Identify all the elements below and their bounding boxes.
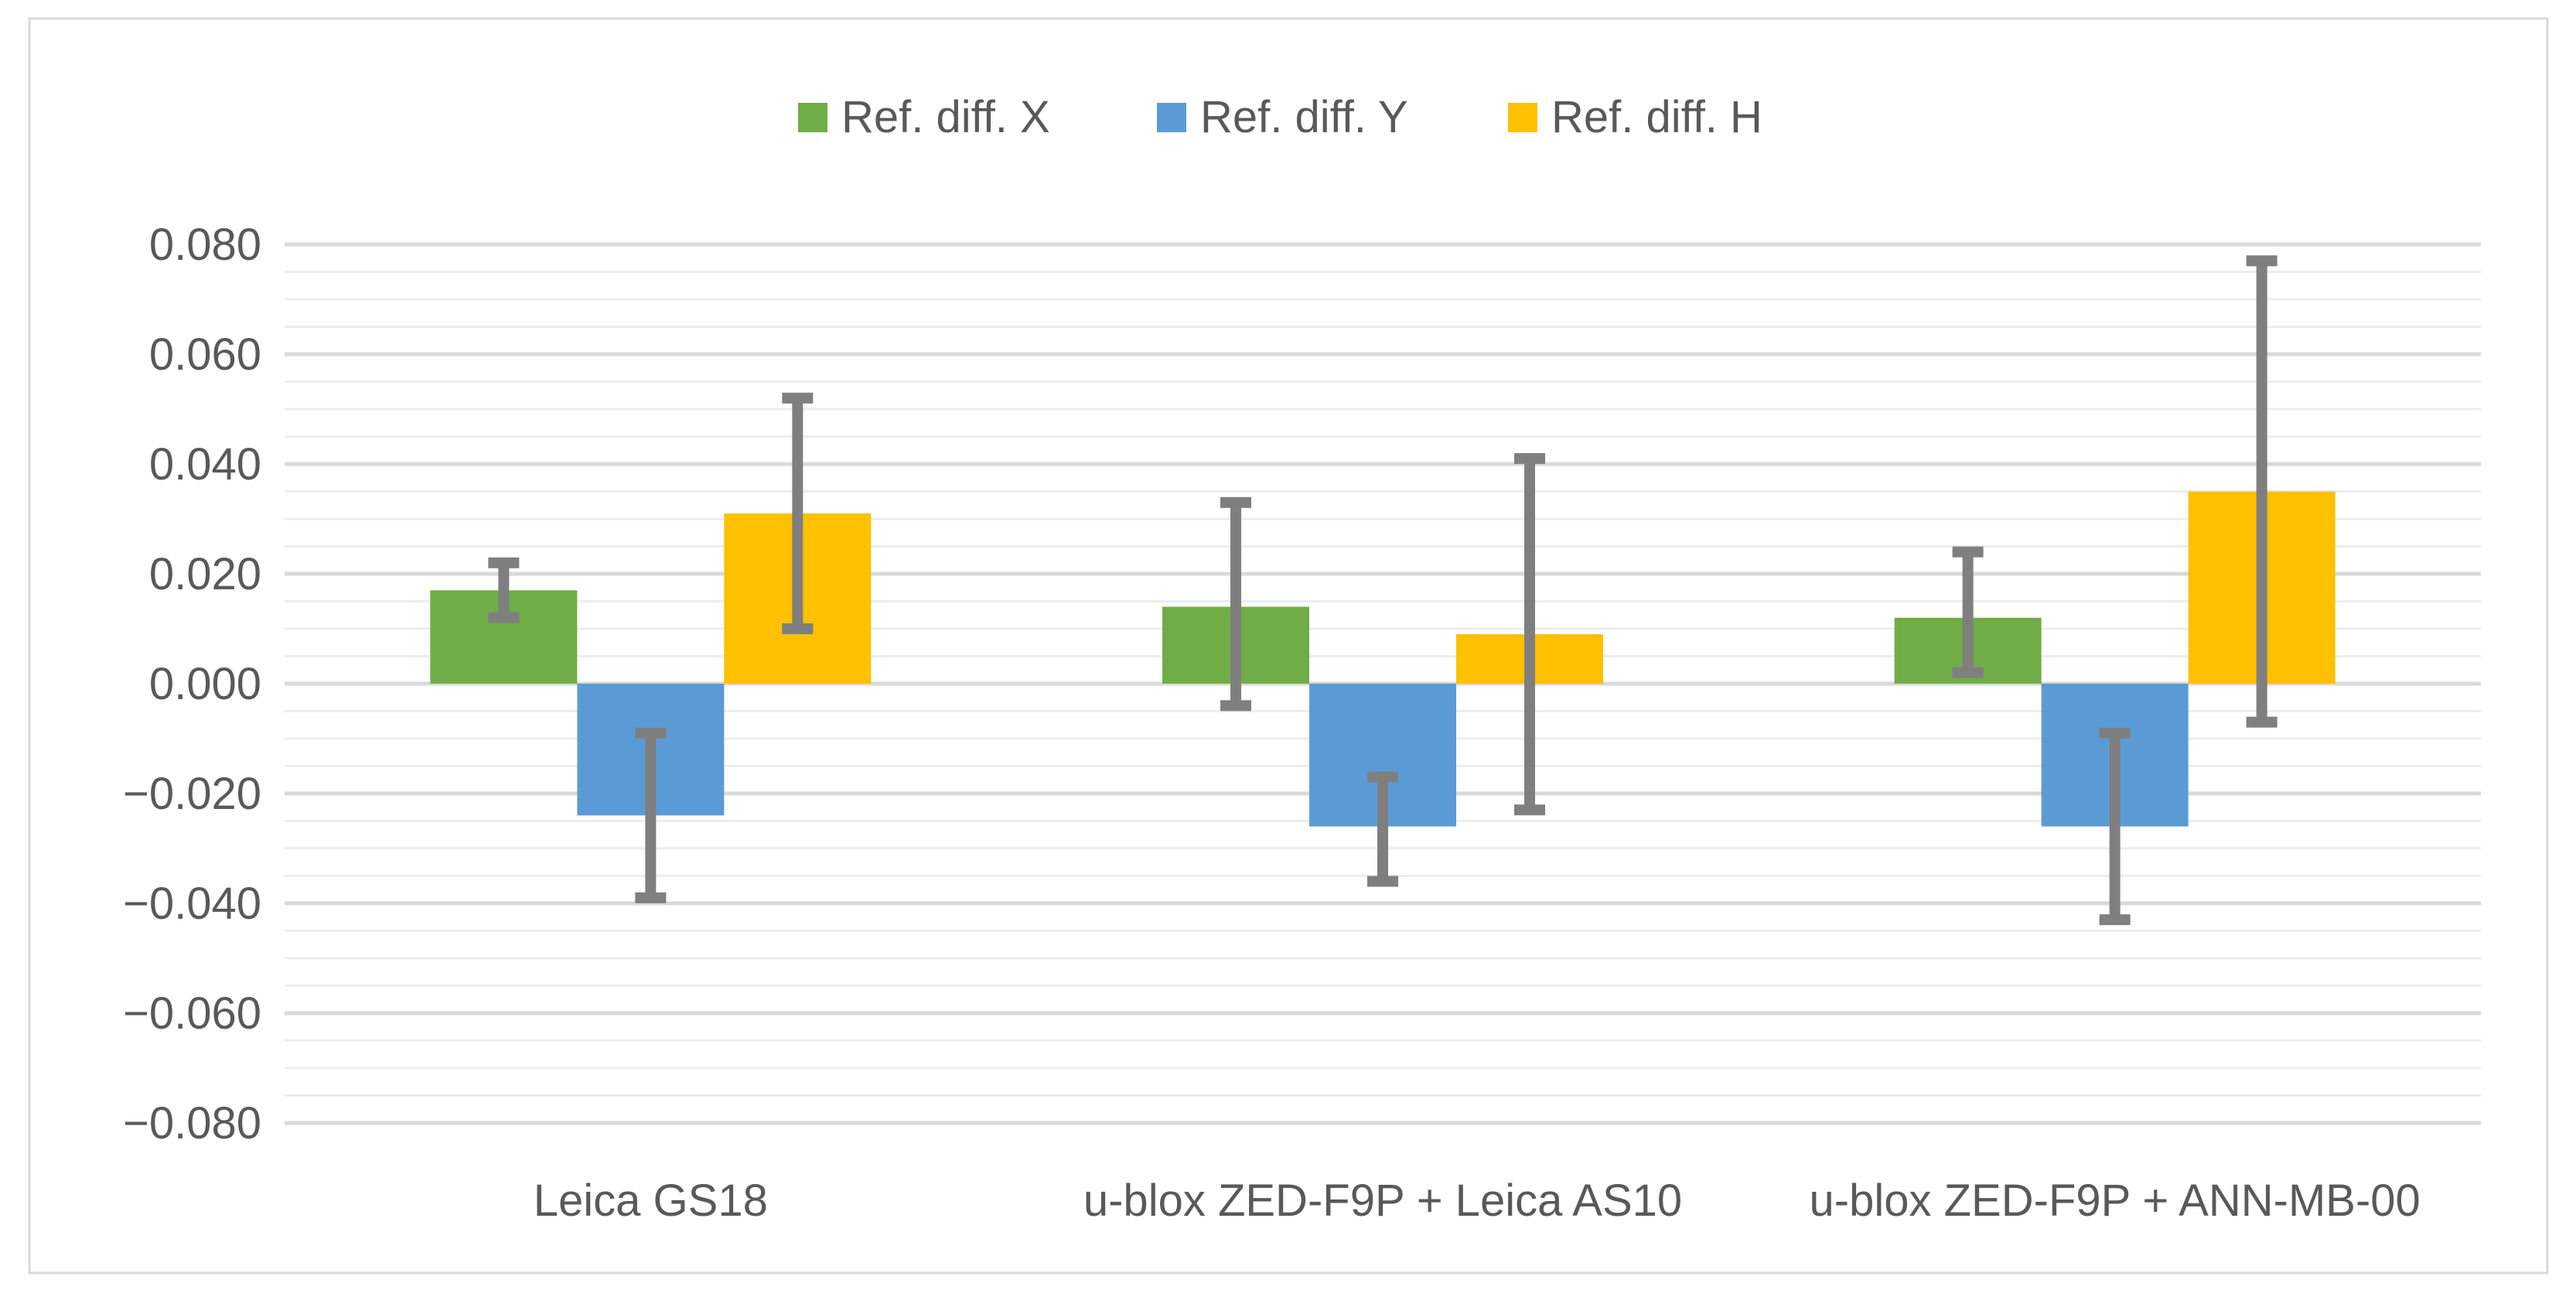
- y-tick-label: 0.080: [149, 220, 261, 270]
- legend-swatch: [798, 103, 827, 132]
- legend: Ref. diff. X Ref. diff. Y Ref. diff. H: [798, 92, 1762, 142]
- y-tick-label: −0.020: [123, 769, 261, 819]
- legend-item: Ref. diff. H: [1508, 92, 1762, 142]
- error-bar: [488, 557, 520, 623]
- legend-label: Ref. diff. X: [841, 92, 1050, 142]
- y-tick-label: −0.040: [123, 879, 261, 929]
- y-tick-label: 0.000: [149, 659, 261, 709]
- error-bar: [2246, 255, 2277, 728]
- legend-swatch: [1508, 103, 1537, 132]
- y-tick-label: 0.060: [149, 329, 261, 380]
- y-tick-label: −0.080: [123, 1098, 261, 1148]
- y-axis-ticks: 0.080 0.060 0.040 0.020 0.000 −0.020 −0.040 −0.…: [123, 220, 261, 1148]
- error-bar: [1514, 452, 1545, 816]
- y-tick-label: 0.020: [149, 549, 261, 599]
- legend-item: Ref. diff. X: [798, 92, 1050, 142]
- y-tick-label: 0.040: [149, 439, 261, 490]
- y-tick-label: −0.060: [123, 988, 261, 1039]
- major-gridlines: [285, 242, 2481, 1125]
- legend-label: Ref. diff. Y: [1200, 92, 1408, 142]
- error-bar: [2099, 727, 2131, 926]
- legend-swatch: [1157, 103, 1186, 132]
- error-bar: [1952, 546, 1984, 678]
- error-bar: [1367, 771, 1398, 887]
- x-category-label: u-blox ZED-F9P + ANN-MB-00: [1810, 1176, 2421, 1226]
- error-bars: [488, 255, 2277, 926]
- x-axis-categories: Leica GS18 u-blox ZED-F9P + Leica AS10 u-b…: [534, 1176, 2421, 1226]
- legend-item: Ref. diff. Y: [1157, 92, 1408, 142]
- legend-label: Ref. diff. H: [1551, 92, 1762, 142]
- error-bar: [635, 727, 667, 903]
- x-category-label: u-blox ZED-F9P + Leica AS10: [1083, 1176, 1682, 1226]
- error-bar: [782, 392, 814, 634]
- x-category-label: Leica GS18: [534, 1176, 768, 1226]
- error-bar: [1220, 497, 1251, 712]
